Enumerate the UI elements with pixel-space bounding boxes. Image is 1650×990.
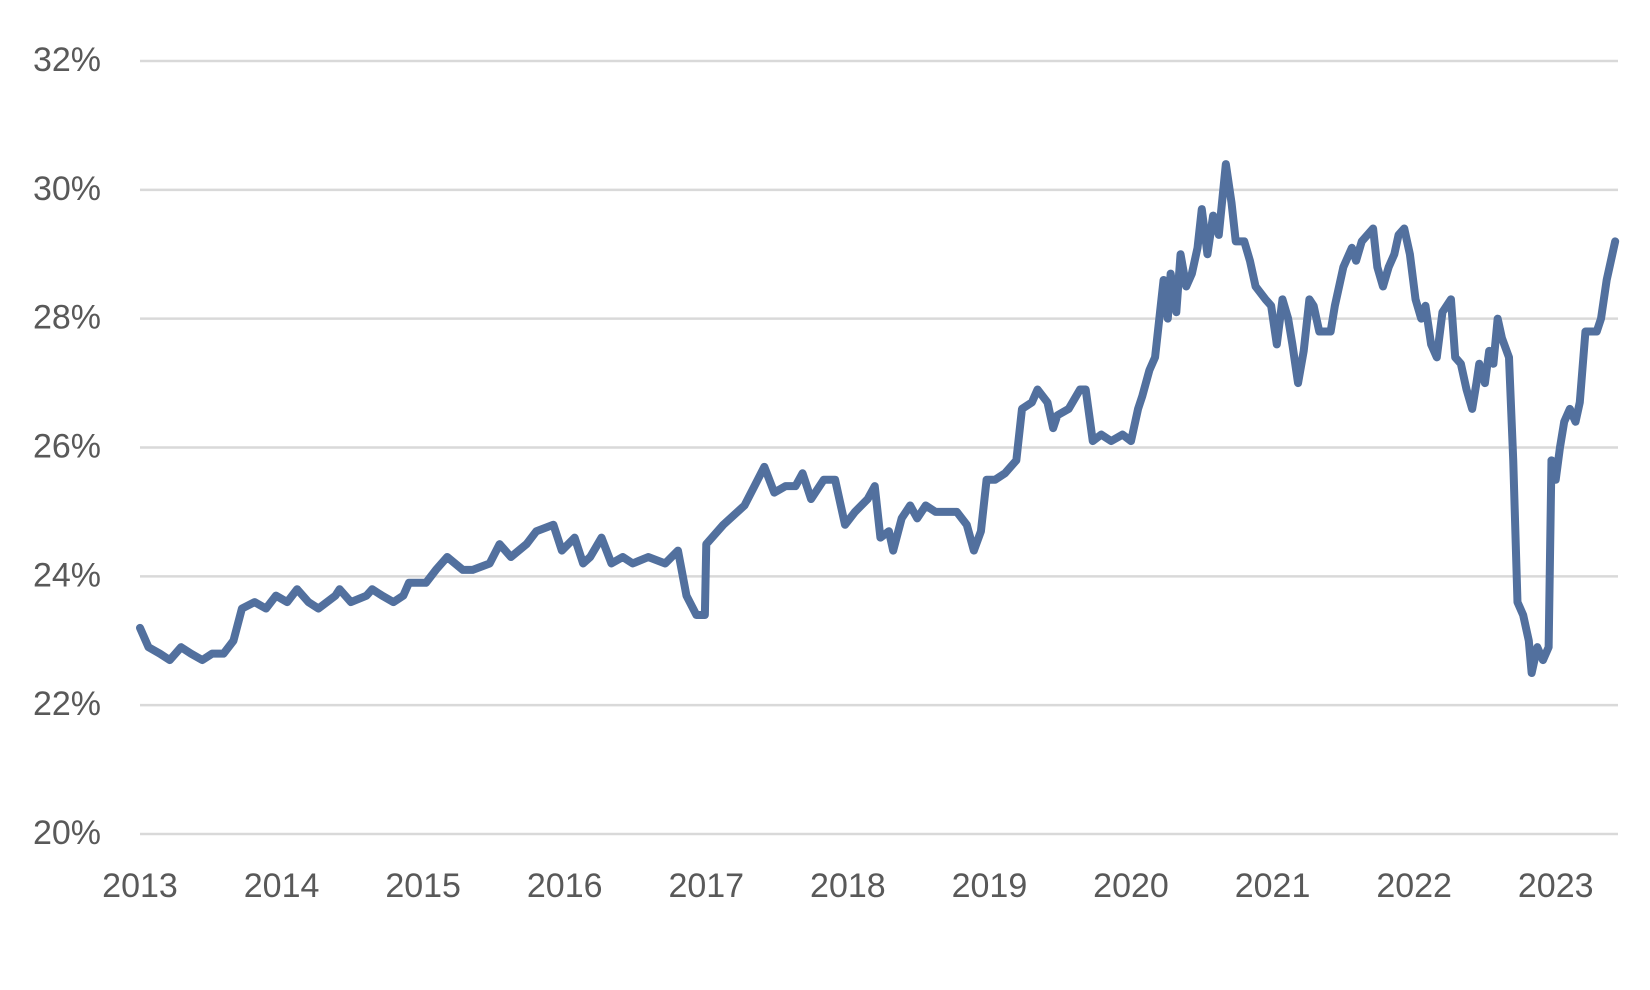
y-tick-label: 22% xyxy=(33,685,101,723)
x-tick-label: 2015 xyxy=(385,867,461,905)
x-tick-label: 2018 xyxy=(810,867,886,905)
y-tick-label: 30% xyxy=(33,170,101,208)
x-tick-label: 2019 xyxy=(952,867,1028,905)
x-tick-label: 2016 xyxy=(527,867,603,905)
x-tick-label: 2023 xyxy=(1518,867,1594,905)
y-tick-label: 24% xyxy=(33,556,101,594)
data-line xyxy=(136,160,1620,677)
x-tick-label: 2013 xyxy=(102,867,178,905)
y-tick-label: 20% xyxy=(33,814,101,852)
x-tick-label: 2022 xyxy=(1376,867,1452,905)
y-tick-label: 26% xyxy=(33,427,101,465)
x-tick-label: 2020 xyxy=(1093,867,1169,905)
y-tick-label: 28% xyxy=(33,299,101,337)
x-tick-label: 2017 xyxy=(668,867,744,905)
y-tick-label: 32% xyxy=(33,41,101,79)
x-tick-label: 2021 xyxy=(1235,867,1311,905)
x-tick-label: 2014 xyxy=(244,867,320,905)
